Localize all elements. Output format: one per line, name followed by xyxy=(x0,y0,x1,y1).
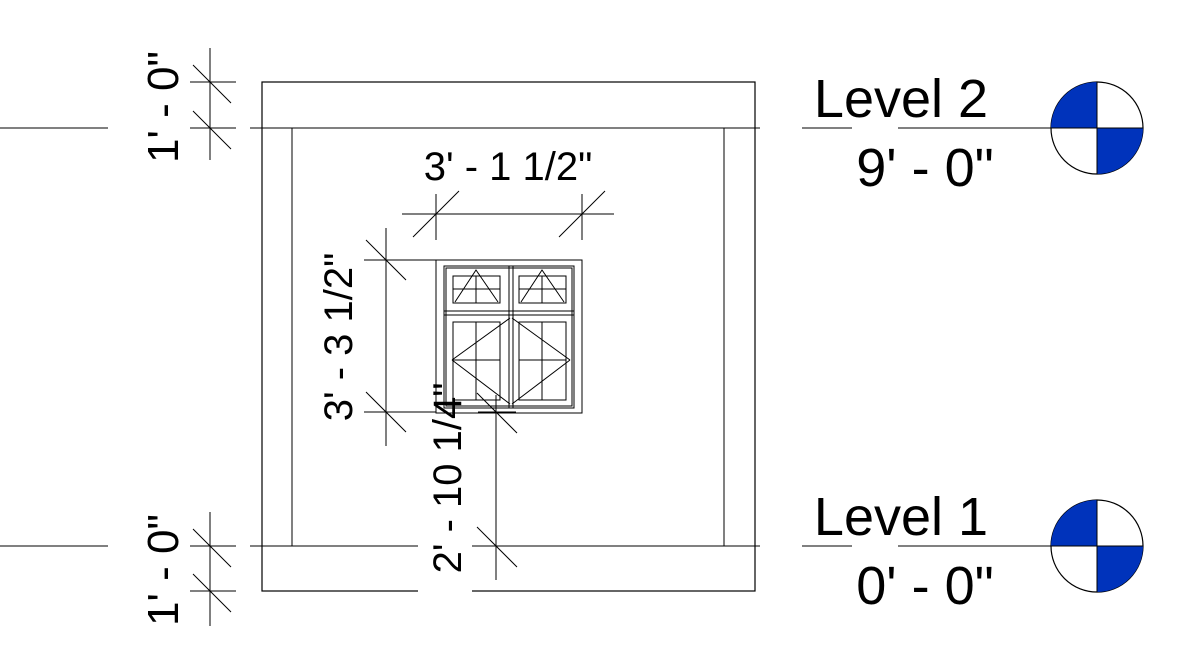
top-offset-label: 1' - 0" xyxy=(139,51,188,163)
level-head-icon[interactable] xyxy=(1050,81,1144,175)
wall-outline[interactable] xyxy=(261,81,756,592)
level-head-icon[interactable] xyxy=(1050,499,1144,593)
sill-height-dimension[interactable]: 2' - 10 1/4" xyxy=(418,383,518,594)
level-2-annotation[interactable]: Level 2 9' - 0" xyxy=(814,69,1144,198)
level-1-elevation: 0' - 0" xyxy=(856,556,994,616)
window-width-dimension[interactable]: 3' - 1 1/2" xyxy=(402,145,614,240)
level-1-annotation[interactable]: Level 1 0' - 0" xyxy=(814,487,1144,616)
window-height-dimension[interactable]: 3' - 3 1/2" xyxy=(317,228,436,446)
bottom-offset-label: 1' - 0" xyxy=(139,514,188,626)
window[interactable] xyxy=(435,259,583,414)
level-2-elevation: 9' - 0" xyxy=(856,138,994,198)
window-height-label: 3' - 3 1/2" xyxy=(317,253,361,422)
top-offset-dimension[interactable]: 1' - 0" xyxy=(139,48,236,163)
sill-height-label: 2' - 10 1/4" xyxy=(426,383,470,574)
level-2-name: Level 2 xyxy=(814,69,988,129)
level-1-name: Level 1 xyxy=(814,487,988,547)
window-width-label: 3' - 1 1/2" xyxy=(424,145,593,189)
bottom-offset-dimension[interactable]: 1' - 0" xyxy=(139,512,236,626)
